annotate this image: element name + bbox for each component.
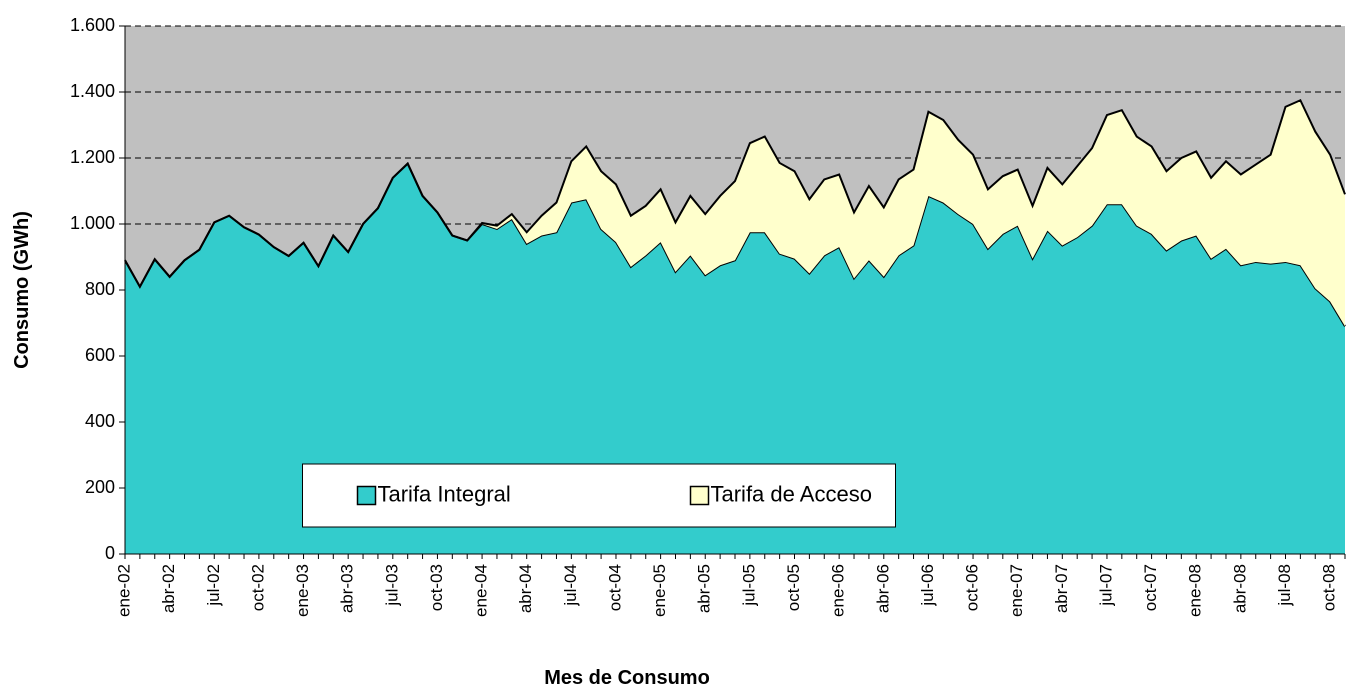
x-tick-label: jul-02 — [204, 564, 223, 607]
y-tick-label: 1.600 — [70, 15, 115, 35]
x-tick-label: ene-07 — [1007, 564, 1026, 617]
area — [125, 163, 1345, 555]
x-tick-label: abr-08 — [1230, 564, 1249, 613]
x-tick-label: oct-08 — [1320, 564, 1339, 611]
x-tick-label: jul-05 — [739, 564, 758, 607]
x-tick-label: ene-08 — [1186, 564, 1205, 617]
y-tick-label: 1.000 — [70, 213, 115, 233]
x-tick-label: jul-04 — [561, 564, 580, 607]
x-tick-label: oct-02 — [248, 564, 267, 611]
x-tick-label: abr-04 — [516, 564, 535, 613]
legend-box — [302, 463, 896, 528]
x-tick-label: jul-03 — [382, 564, 401, 607]
x-tick-label: oct-06 — [963, 564, 982, 611]
x-tick-label: jul-08 — [1275, 564, 1294, 607]
x-tick-label: jul-06 — [918, 564, 937, 607]
x-tick-label: ene-02 — [114, 564, 133, 617]
legend-label: Tarifa Integral — [378, 481, 511, 506]
legend-label: Tarifa de Acceso — [711, 481, 872, 506]
x-tick-label: jul-07 — [1096, 564, 1115, 607]
x-tick-label: oct-03 — [427, 564, 446, 611]
y-tick-label: 600 — [85, 345, 115, 365]
x-axis-label: Mes de Consumo — [544, 667, 710, 688]
legend-swatch — [689, 485, 710, 506]
area — [125, 100, 1345, 327]
y-tick-label: 1.200 — [70, 147, 115, 167]
x-tick-label: abr-02 — [159, 564, 178, 613]
legend-swatch — [356, 485, 377, 506]
y-tick-label: 0 — [105, 543, 115, 563]
x-tick-label: abr-07 — [1052, 564, 1071, 613]
x-tick-label: ene-05 — [650, 564, 669, 617]
x-tick-label: ene-04 — [472, 564, 491, 617]
y-axis-label: Consumo (GWh) — [11, 211, 33, 369]
x-tick-label: oct-04 — [605, 564, 624, 611]
x-tick-label: ene-06 — [829, 564, 848, 617]
y-tick-label: 200 — [85, 477, 115, 497]
area-outline — [124, 98, 1346, 289]
x-tick-label: abr-06 — [873, 564, 892, 613]
x-tick-label: ene-03 — [293, 564, 312, 617]
x-tick-label: abr-03 — [338, 564, 357, 613]
x-tick-label: oct-07 — [1141, 564, 1160, 611]
x-tick-label: oct-05 — [784, 564, 803, 611]
y-tick-label: 800 — [85, 279, 115, 299]
y-tick-label: 400 — [85, 411, 115, 431]
y-tick-label: 1.400 — [70, 81, 115, 101]
legend: Tarifa Integral Tarifa de Acceso — [302, 463, 896, 528]
x-tick-label: abr-05 — [695, 564, 714, 613]
